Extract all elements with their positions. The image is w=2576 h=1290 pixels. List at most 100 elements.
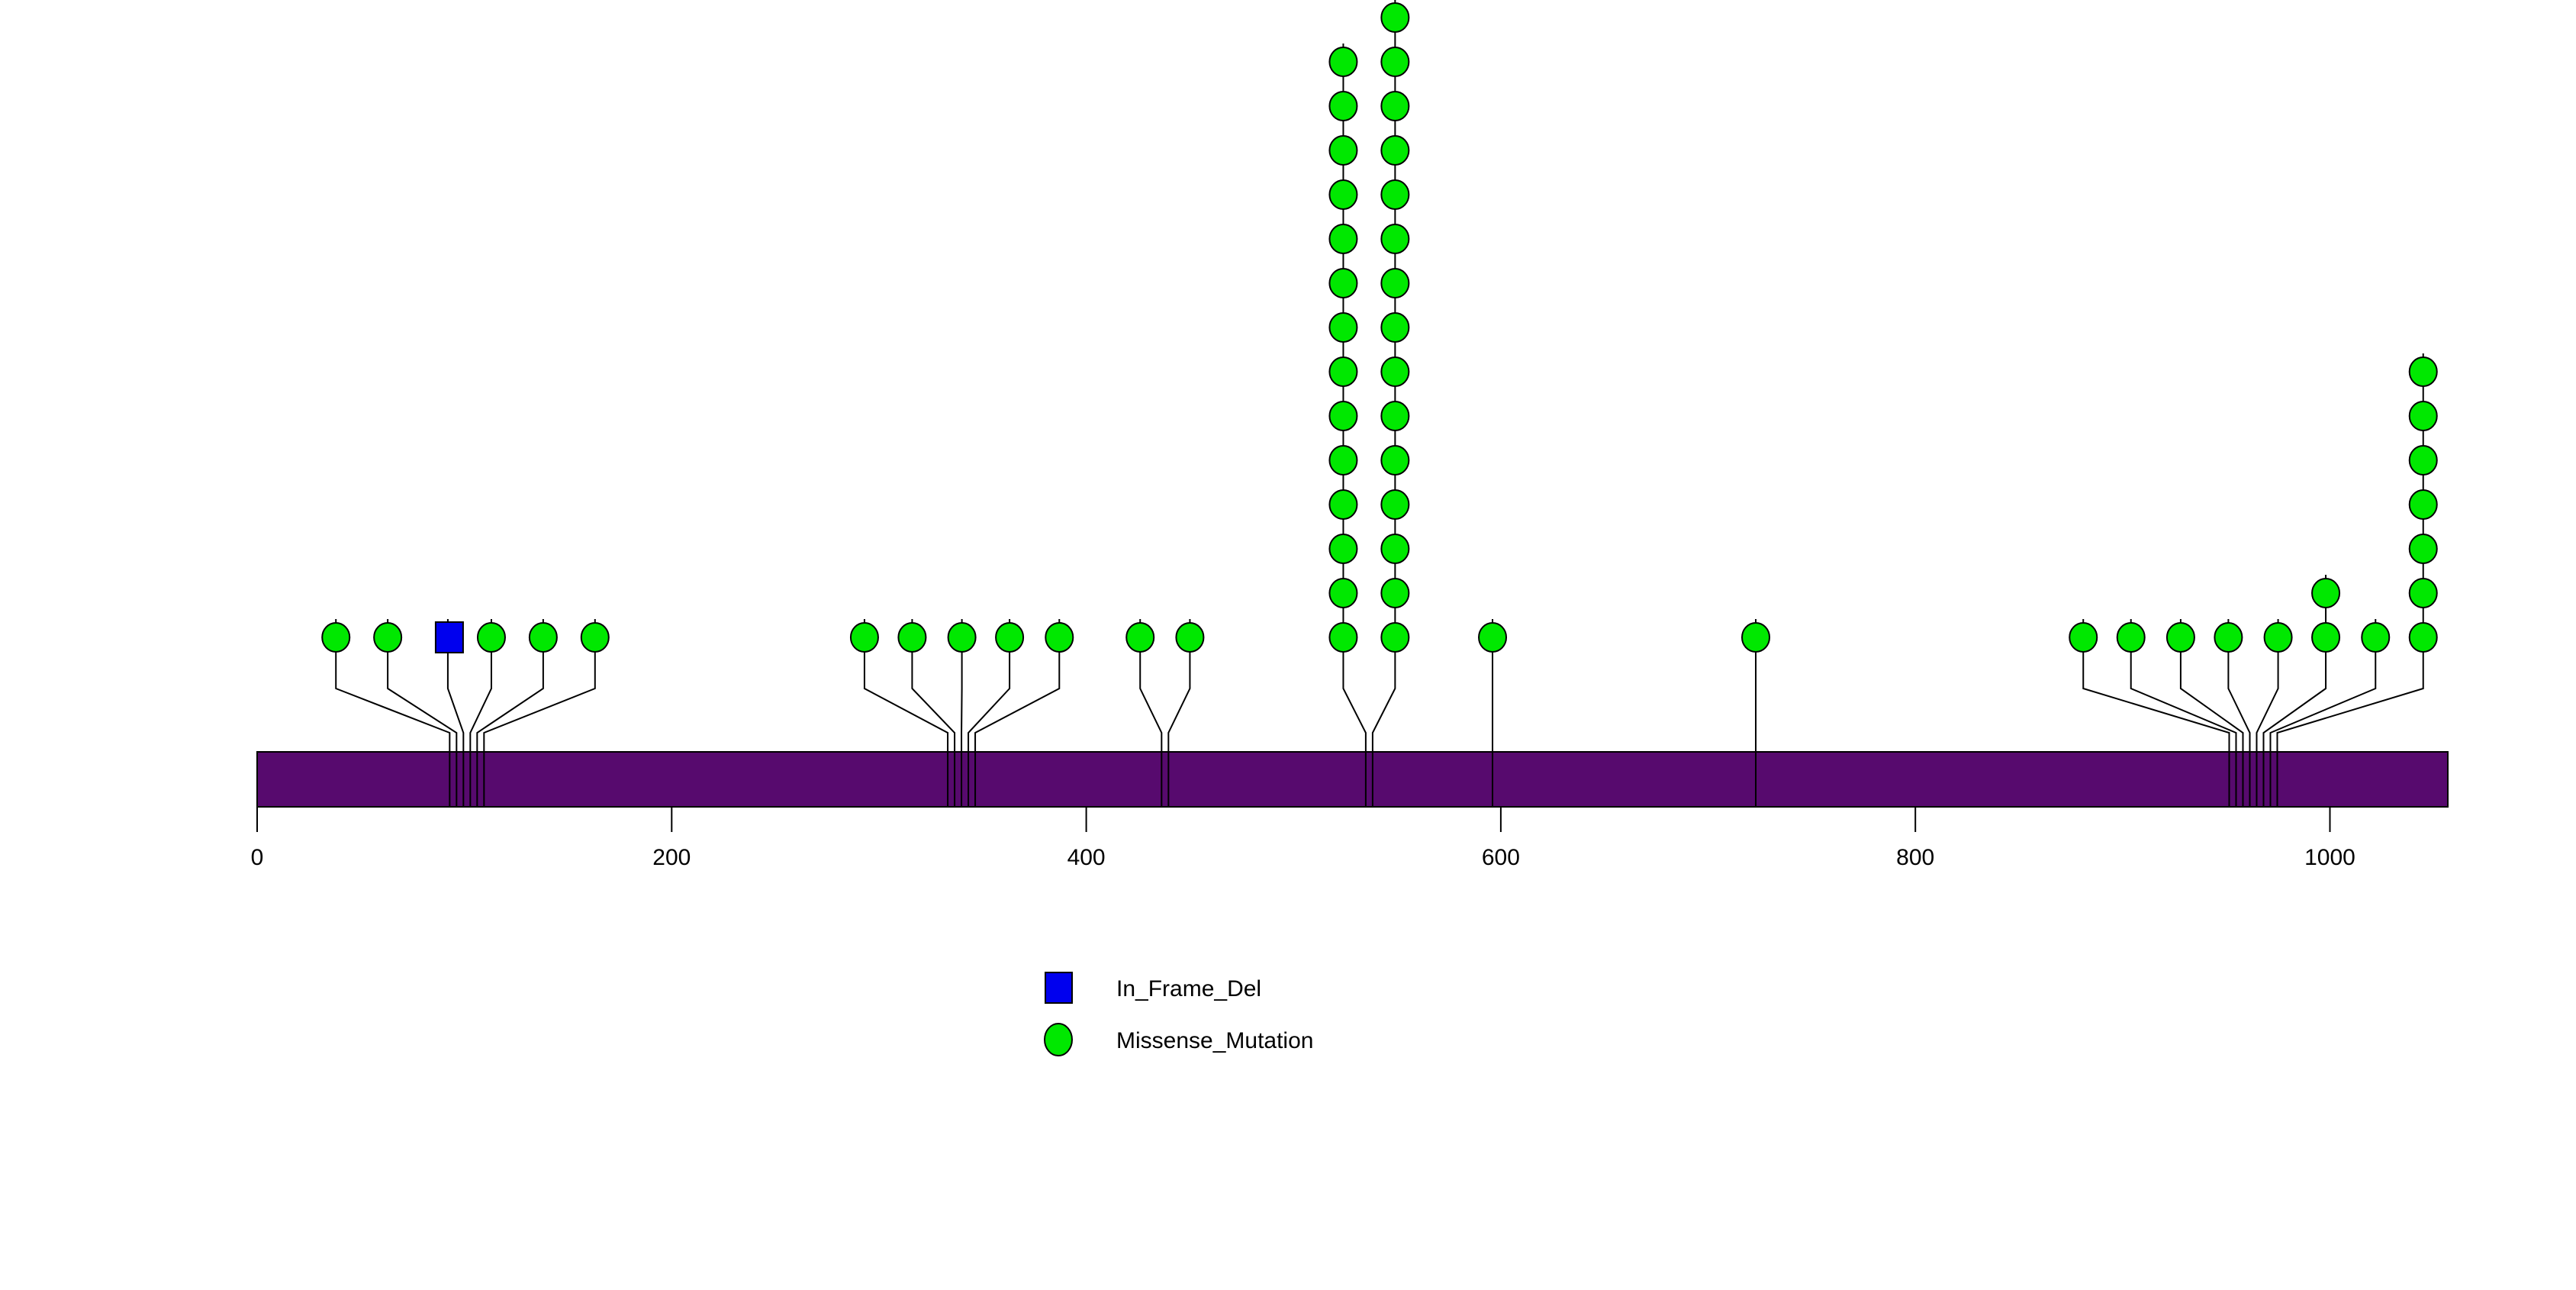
mutation-marker-square	[434, 621, 464, 653]
mutation-marker-circle	[849, 622, 879, 653]
mutation-marker-circle	[1380, 356, 1410, 387]
lollipop-stem	[335, 619, 451, 752]
mutation-marker-circle	[1328, 445, 1358, 476]
mutation-marker-circle	[1328, 578, 1358, 608]
mutation-marker-circle	[1380, 312, 1410, 343]
mutation-marker-circle	[1380, 534, 1410, 564]
mutation-marker-circle	[1328, 312, 1358, 343]
legend-entry-label: In_Frame_Del	[1116, 976, 1261, 1001]
lollipop-stem	[469, 619, 492, 752]
lollipop-stem	[446, 619, 465, 752]
mutation-marker-circle	[1380, 224, 1410, 254]
lollipop-stem	[863, 619, 949, 752]
mutation-marker-circle	[1380, 622, 1410, 653]
mutation-marker-circle	[1328, 224, 1358, 254]
mutation-marker-circle	[2311, 578, 2341, 608]
mutation-marker-circle	[1175, 622, 1205, 653]
mutation-marker-circle	[2165, 622, 2195, 653]
mutation-marker-circle	[1328, 135, 1358, 166]
mutation-marker-circle	[1380, 47, 1410, 77]
lollipop-stem	[1167, 619, 1191, 752]
x-axis-tick-label: 600	[1482, 845, 1520, 870]
mutation-marker-circle	[897, 622, 927, 653]
mutation-marker-circle	[1380, 179, 1410, 210]
stem-over-bar-layer	[449, 752, 2278, 807]
mutation-marker-circle	[321, 622, 351, 653]
mutation-marker-circle	[2408, 445, 2438, 476]
mutation-marker-circle	[2263, 622, 2293, 653]
mutation-marker-circle	[1328, 489, 1358, 520]
mutation-marker-circle	[1380, 91, 1410, 121]
mutation-marker-circle	[1328, 179, 1358, 210]
mutation-marker-circle	[2116, 622, 2146, 653]
mutation-marker-circle	[2408, 622, 2438, 653]
mutation-marker-circle	[1328, 268, 1358, 298]
mutation-marker-circle	[1380, 445, 1410, 476]
mutation-marker-circle	[995, 622, 1025, 653]
mutation-marker-circle	[1741, 622, 1771, 653]
mutation-marker-circle	[2069, 622, 2098, 653]
lollipop-stem	[974, 619, 1061, 752]
mutation-markers-layer	[321, 2, 2438, 653]
mutation-marker-circle	[2408, 534, 2438, 564]
lollipop-stem	[2179, 619, 2244, 752]
mutation-marker-circle	[373, 622, 403, 653]
legend-entry-label: Missense_Mutation	[1116, 1028, 1313, 1053]
mutation-marker-circle	[2214, 622, 2243, 653]
lollipop-stem	[1371, 0, 1396, 752]
mutation-marker-circle	[528, 622, 558, 653]
legend-swatch-circle	[1044, 1023, 1073, 1056]
lollipop-stem	[2130, 619, 2237, 752]
mutation-marker-circle	[1328, 534, 1358, 564]
mutation-marker-circle	[1380, 135, 1410, 166]
protein-backbone-bar	[256, 751, 2449, 808]
lollipop-stem	[968, 619, 1011, 752]
x-axis-tick-label: 800	[1896, 845, 1934, 870]
mutation-marker-circle	[1328, 622, 1358, 653]
lollipop-stem	[387, 619, 458, 752]
lollipop-stem	[2276, 353, 2424, 752]
legend-layer: In_Frame_Del Missense_Mutation	[1044, 972, 1313, 1056]
protein-domain-bar-layer	[256, 751, 2449, 808]
mutation-marker-circle	[1380, 578, 1410, 608]
lollipop-stem	[911, 619, 956, 752]
lollipop-stems-layer	[335, 0, 2424, 752]
mutation-marker-circle	[2311, 622, 2341, 653]
x-axis-tick-label: 1000	[2304, 845, 2355, 870]
lollipop-stem	[2082, 619, 2230, 752]
mutation-marker-circle	[1380, 401, 1410, 431]
mutation-marker-circle	[1380, 268, 1410, 298]
x-axis-tick-label: 200	[652, 845, 691, 870]
lollipop-stem	[2227, 619, 2251, 752]
x-axis-layer: 0 200 400 600 800 1000	[251, 806, 2449, 870]
mutation-marker-circle	[1380, 489, 1410, 520]
mutation-marker-circle	[580, 622, 610, 653]
mutation-marker-circle	[1045, 622, 1074, 653]
mutation-marker-circle	[2408, 401, 2438, 431]
mutation-marker-circle	[1328, 47, 1358, 77]
x-axis-tick-label: 0	[251, 845, 264, 870]
mutation-marker-circle	[2361, 622, 2391, 653]
mutation-marker-circle	[1328, 91, 1358, 121]
mutation-marker-circle	[947, 622, 977, 653]
lollipop-stem	[476, 619, 544, 752]
mutation-marker-circle	[1125, 622, 1155, 653]
mutation-marker-circle	[2408, 356, 2438, 387]
mutation-marker-circle	[476, 622, 506, 653]
mutation-marker-circle	[2408, 578, 2438, 608]
lollipop-stem	[2256, 619, 2279, 752]
mutation-marker-circle	[1380, 2, 1410, 33]
lollipop-stem	[1139, 619, 1163, 752]
lollipop-stem	[483, 619, 596, 752]
mutation-marker-circle	[1328, 356, 1358, 387]
mutation-marker-circle	[1478, 622, 1508, 653]
mutation-marker-circle	[1328, 401, 1358, 431]
legend-swatch-square	[1045, 972, 1073, 1004]
mutation-marker-circle	[2408, 489, 2438, 520]
lollipop-stem	[2269, 619, 2377, 752]
x-axis-tick-label: 400	[1067, 845, 1106, 870]
lollipop-stem	[961, 619, 963, 752]
